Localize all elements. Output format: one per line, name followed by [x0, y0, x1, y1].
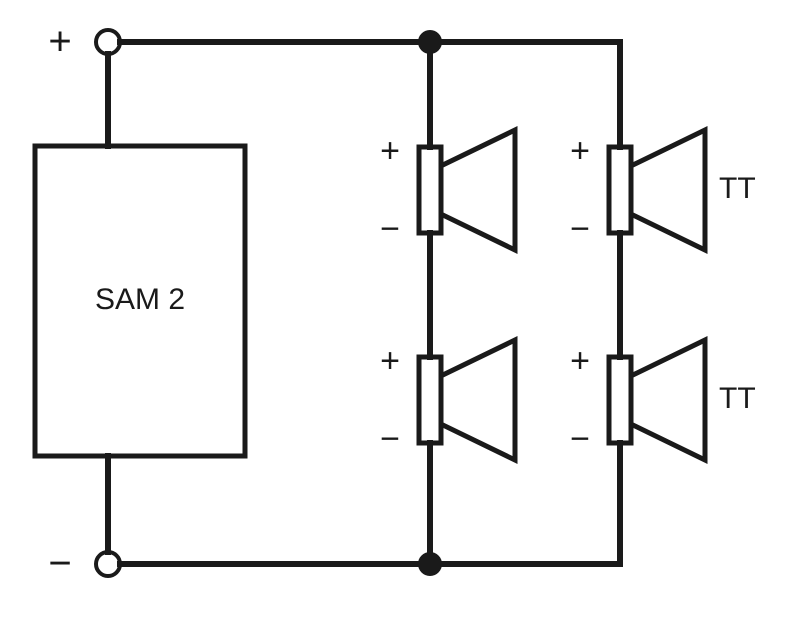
speaker-neg-sign: −	[380, 420, 400, 458]
speaker-pos-sign: +	[380, 342, 400, 380]
amp-terminal-pos	[96, 30, 120, 54]
speaker	[419, 130, 515, 250]
speaker	[609, 130, 705, 250]
speaker	[609, 340, 705, 460]
speaker	[419, 340, 515, 460]
speaker-pos-sign: +	[380, 132, 400, 170]
speaker-pos-sign: +	[570, 342, 590, 380]
svg-text:−: −	[48, 542, 71, 586]
speaker-label: TT	[719, 382, 756, 415]
speaker-neg-sign: −	[570, 210, 590, 248]
speaker-label: TT	[719, 172, 756, 205]
speaker-neg-sign: −	[380, 210, 400, 248]
speaker-pos-sign: +	[570, 132, 590, 170]
svg-text:+: +	[48, 20, 71, 64]
speaker-neg-sign: −	[570, 420, 590, 458]
amp-terminal-neg	[96, 552, 120, 576]
amplifier-label: SAM 2	[95, 283, 185, 316]
